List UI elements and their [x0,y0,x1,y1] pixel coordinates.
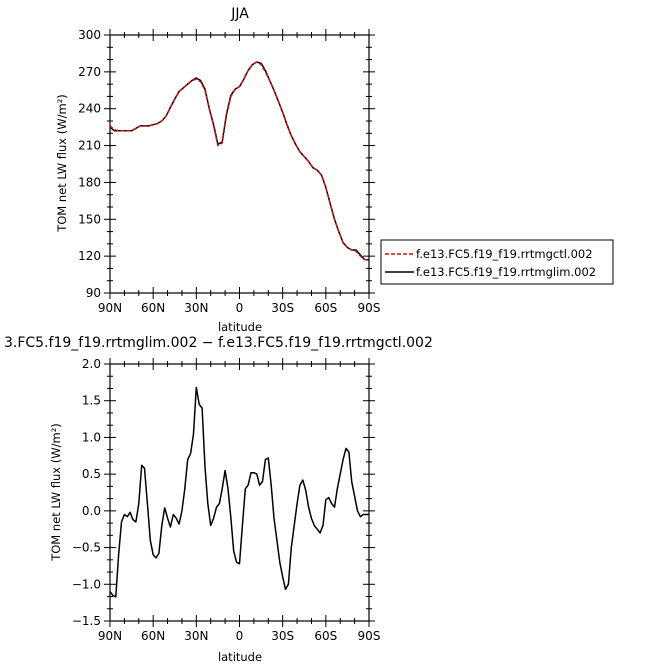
bottom-chart: 3.FC5.f19_f19.rrtmglim.002 − f.e13.FC5.f… [4,335,433,664]
x-tick-label: 90S [358,301,381,315]
legend-label-mglim: f.e13.FC5.f19_f19.rrtmglim.002 [416,265,596,279]
series-line-mglim [109,61,369,261]
bottom-chart-xlabel: latitude [218,650,262,664]
bottom-chart-axes [104,358,375,627]
y-tick-label: 120 [78,249,101,263]
x-tick-label: 90N [98,301,122,315]
y-tick-label: 0.5 [82,467,101,481]
x-tick-label: 90S [358,629,381,643]
bottom-chart-title: 3.FC5.f19_f19.rrtmglim.002 − f.e13.FC5.f… [4,335,433,351]
bottom-chart-ylabel: TOM net LW flux (W/m²) [49,423,63,562]
bottom-chart-series [109,386,369,598]
x-tick-label: 60S [314,301,337,315]
y-tick-label: 240 [78,102,101,116]
x-tick-label: 90N [98,629,122,643]
bottom-chart-tick-labels: 90N 60N 30N 0 30S 60S 90S −1.5 −1.0 −0.5 0.0 0.5 1.0… [72,357,381,643]
plot-frame [109,363,370,622]
top-chart-series [109,61,369,261]
legend: f.e13.FC5.f19_f19.rrtmgctl.002 f.e13.FC5… [380,239,614,285]
top-chart-xlabel: latitude [218,320,262,334]
series-line-ctl [109,61,369,261]
y-tick-label: 2.0 [82,357,101,371]
y-tick-label: 270 [78,65,101,79]
top-chart-title: JJA [230,6,249,22]
y-tick-label: −0.5 [72,541,101,555]
top-chart-ylabel: TOM net LW flux (W/m²) [55,94,69,233]
x-tick-label: 30S [271,629,294,643]
legend-label-ctl: f.e13.FC5.f19_f19.rrtmgctl.002 [416,247,593,261]
x-tick-label: 30N [184,629,208,643]
y-tick-label: 210 [78,139,101,153]
y-tick-label: 1.0 [82,430,101,444]
y-tick-label: 300 [78,28,101,42]
y-tick-label: 180 [78,175,101,189]
y-tick-label: 0.0 [82,504,101,518]
x-tick-label: 30N [184,301,208,315]
x-tick-label: 60N [141,301,165,315]
plot-frame [109,34,370,294]
series-line-mglim [109,386,369,598]
y-tick-label: 150 [78,212,101,226]
x-tick-label: 0 [236,629,244,643]
x-tick-label: 30S [271,301,294,315]
top-chart-axes [104,29,375,299]
x-tick-label: 60S [314,629,337,643]
y-tick-label: 1.5 [82,394,101,408]
y-tick-label: 90 [86,286,101,300]
top-chart-tick-labels: 90N 60N 30N 0 30S 60S 90S 90 120 150 180 210 240 270 3… [78,28,380,315]
x-tick-label: 0 [236,301,244,315]
y-tick-label: −1.5 [72,614,101,628]
x-tick-label: 60N [141,629,165,643]
legend-box [380,239,614,285]
y-tick-label: −1.0 [72,577,101,591]
top-chart: JJA latitude TOM net LW flux (W/m²) 90N 6… [55,6,380,334]
